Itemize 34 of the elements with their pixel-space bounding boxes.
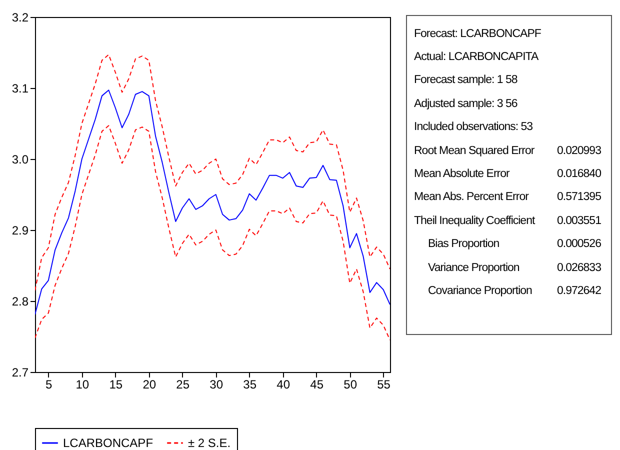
line-series — [35, 125, 390, 341]
x-tick-label: 35 — [243, 378, 257, 392]
text: Included observations: 53 — [414, 121, 533, 134]
x-tick-label: 5 — [46, 378, 53, 392]
line-series — [35, 54, 390, 291]
text: Mean Absolute Error 0.016840 — [414, 168, 601, 180]
text: Root Mean Squared Error 0.020993 — [414, 144, 601, 157]
text: Adjusted sample: 3 56 — [414, 98, 518, 110]
y-tick-label: 2.9 — [12, 224, 29, 238]
text: Covariance Proportion 0.972642 — [428, 284, 601, 297]
x-tick-label: 55 — [377, 378, 391, 392]
text: Variance Proportion 0.026833 — [428, 262, 601, 274]
x-tick-label: 15 — [109, 378, 123, 392]
text: Theil Inequality Coefficient 0.003551 — [414, 214, 601, 227]
text: Forecast sample: 1 58 — [414, 74, 518, 86]
x-tick-label: 10 — [76, 378, 90, 392]
text: Bias Proportion 0.000526 — [428, 238, 601, 250]
text: Forecast: LCARBONCAPF — [414, 28, 541, 40]
line-series — [35, 90, 390, 315]
text: Actual: LCARBONCAPITA — [414, 51, 538, 64]
legend-label: LCARBONCAPF — [63, 436, 154, 450]
x-tick-label: 25 — [176, 378, 190, 392]
y-tick-label: 3.1 — [12, 82, 29, 96]
legend-label: ± 2 S.E. — [188, 436, 231, 450]
x-tick-label: 50 — [344, 378, 358, 392]
y-tick-label: 3.2 — [12, 10, 29, 24]
y-tick-label: 2.7 — [12, 366, 29, 380]
x-tick-label: 30 — [210, 378, 224, 392]
x-tick-label: 40 — [276, 378, 290, 392]
y-tick-label: 2.8 — [12, 294, 29, 308]
x-tick-label: 45 — [310, 378, 324, 392]
x-tick-label: 20 — [142, 378, 156, 392]
text: Mean Abs. Percent Error 0.571395 — [414, 191, 601, 204]
y-tick-label: 3.0 — [12, 152, 29, 166]
